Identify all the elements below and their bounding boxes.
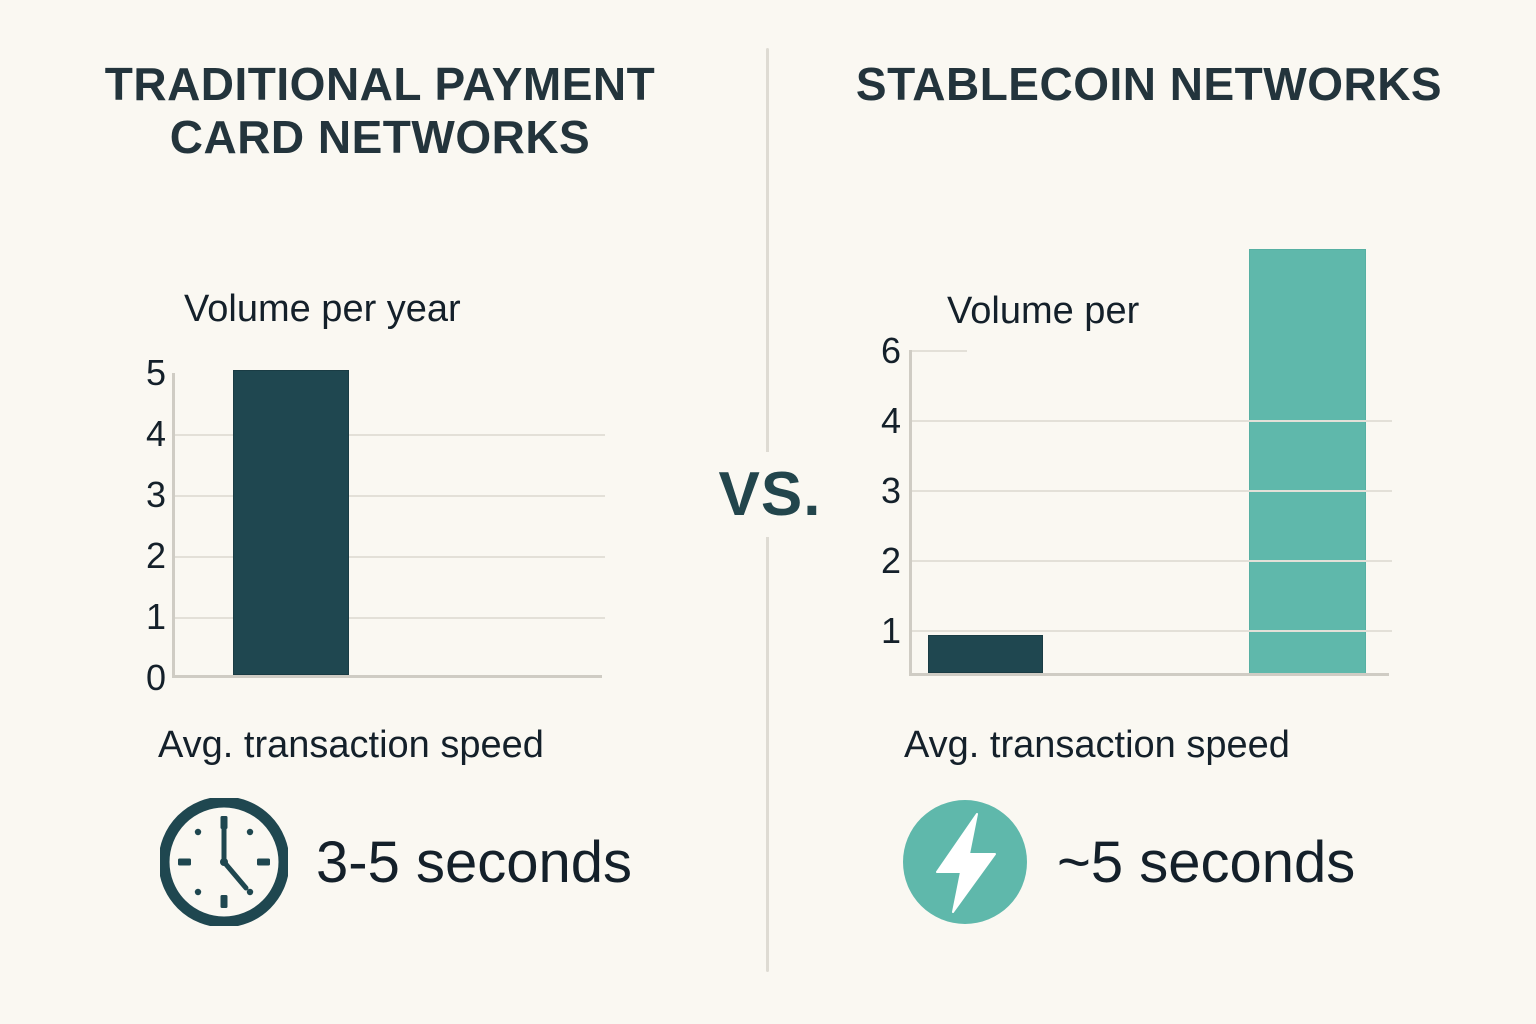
vs-label: VS. — [690, 452, 850, 538]
speed-caption-left: Avg. transaction speed — [158, 724, 544, 766]
chart-caption-volume-left: Volume per year — [184, 288, 461, 330]
gridline-1 — [175, 617, 605, 619]
y-tick-label: 5 — [145, 352, 166, 393]
gridline-3 — [175, 495, 605, 497]
gridline-4 — [912, 420, 1392, 422]
y-tick-label: 2 — [880, 540, 901, 581]
gridline-4 — [175, 434, 605, 436]
gridline-2 — [912, 560, 1392, 562]
page-title-traditional: TRADITIONAL PAYMENT CARD NETWORKS — [104, 58, 656, 164]
y-tick-label: 2 — [145, 535, 166, 576]
y-tick-label: 0 — [145, 657, 166, 698]
y-tick-label: 4 — [145, 413, 166, 454]
bar-traditional-volume — [233, 370, 349, 675]
speed-value-right: ~5 seconds — [1057, 829, 1356, 895]
speed-row-left: 3-5 seconds — [160, 798, 632, 926]
y-tick-label: 3 — [880, 470, 901, 511]
bar-chart-volume-traditional: 5 4 3 2 1 0 — [130, 355, 630, 696]
gridline-1 — [912, 630, 1392, 632]
bar-chart-volume-stablecoin: 6 4 3 2 1 — [849, 230, 1429, 690]
panel-stablecoin: STABLECOIN NETWORKS Volume per 6 4 3 2 1 — [769, 0, 1536, 1024]
y-tick-label: 4 — [880, 400, 901, 441]
gridline-3 — [912, 490, 1392, 492]
plot-area-right — [909, 350, 1392, 676]
y-tick-label: 3 — [145, 474, 166, 515]
panel-traditional: TRADITIONAL PAYMENT CARD NETWORKS Volume… — [0, 0, 766, 1024]
clock-icon — [160, 798, 288, 926]
y-tick-label: 6 — [880, 330, 901, 371]
bar-traditional-comparison — [928, 635, 1043, 673]
speed-caption-right: Avg. transaction speed — [904, 724, 1290, 766]
gridline-6 — [912, 350, 967, 352]
gridline-2 — [175, 556, 605, 558]
speed-row-right: ~5 seconds — [901, 798, 1355, 926]
y-tick-label: 1 — [145, 596, 166, 637]
lightning-bolt-icon — [901, 798, 1029, 926]
chart-caption-volume-right: Volume per — [947, 290, 1140, 332]
plot-area-left — [172, 370, 605, 678]
page-title-stablecoin: STABLECOIN NETWORKS — [855, 58, 1443, 110]
speed-value-left: 3-5 seconds — [316, 829, 632, 895]
y-tick-label: 1 — [880, 610, 901, 651]
